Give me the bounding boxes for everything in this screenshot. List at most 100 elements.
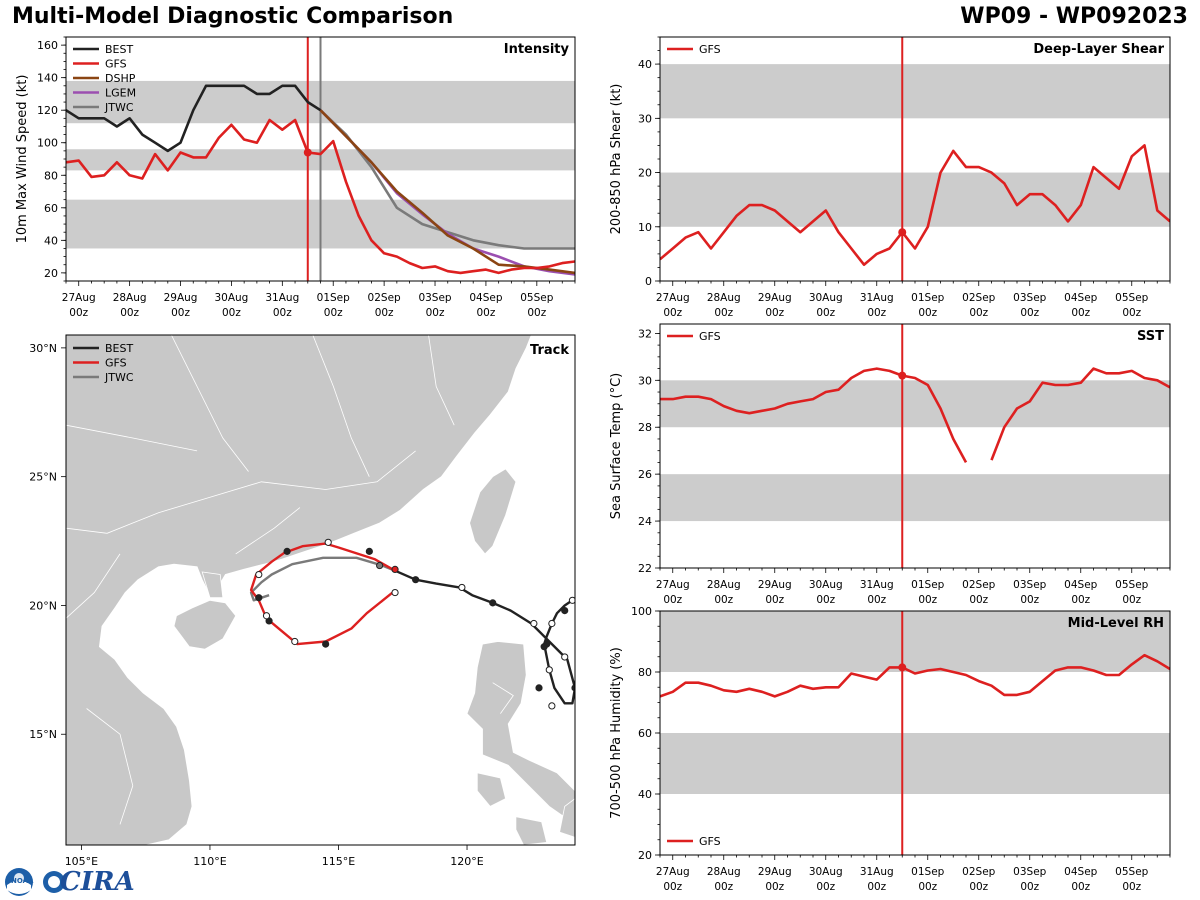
lon-tick-label: 120°E xyxy=(450,855,483,868)
x-tick-label: 00z xyxy=(1122,881,1141,893)
cira-logo-text: CIRA xyxy=(60,867,135,897)
taiwan-island xyxy=(469,468,517,555)
noaa-emblem-icon xyxy=(5,868,65,896)
plot-frame xyxy=(65,36,576,282)
gfs-current-marker xyxy=(898,663,907,672)
x-tick-label: 28Aug xyxy=(707,292,741,304)
x-tick-label: 27Aug xyxy=(656,866,690,878)
x-tick-label: 30Aug xyxy=(809,292,843,304)
grey-band xyxy=(660,474,1170,522)
x-tick-label: 30Aug xyxy=(809,866,843,878)
x-tick-label: 04Sep xyxy=(1064,292,1097,304)
x-tick-label: 31Aug xyxy=(860,292,894,304)
x-tick-label: 00z xyxy=(426,307,445,319)
y-tick-label: 80 xyxy=(44,169,58,182)
x-tick-label: 00z xyxy=(816,307,835,319)
x-tick-label: 00z xyxy=(476,307,495,319)
lon-tick-label: 110°E xyxy=(193,855,226,868)
track-gfs-marker xyxy=(324,538,332,546)
plot-frame xyxy=(659,36,1171,282)
y-tick-label: 40 xyxy=(638,788,652,801)
panel-intensity: 20 40 60 80 100 120 140 160 27Aug 00z 28Aug 00z 29Au… xyxy=(15,36,576,319)
track-gfs-marker xyxy=(255,570,263,579)
gfs-current-marker xyxy=(898,228,907,237)
x-tick-label: 00z xyxy=(765,881,784,893)
plot-frame xyxy=(659,610,1171,856)
province-border xyxy=(86,708,134,825)
x-tick-label: 02Sep xyxy=(962,292,995,304)
x-tick-label: 00z xyxy=(867,307,886,319)
panay-island xyxy=(515,816,548,845)
x-tick-label: 04Sep xyxy=(1064,866,1097,878)
cira-logo: CIRA NOAA xyxy=(4,866,135,898)
x-tick-label: 31Aug xyxy=(265,292,299,304)
y-tick-label: 20 xyxy=(638,849,652,862)
noaa-emblem-text: NOAA xyxy=(11,877,34,885)
grey-band xyxy=(660,64,1170,119)
y-tick-label: 60 xyxy=(638,727,652,740)
panel-title: Mid-Level RH xyxy=(1068,616,1164,631)
track-best-marker xyxy=(458,583,466,592)
x-tick-label: 00z xyxy=(714,594,733,606)
gfs-current-marker xyxy=(303,148,312,157)
province-border xyxy=(171,335,249,472)
x-tick-label: 30Aug xyxy=(809,579,843,591)
y-tick-label: 26 xyxy=(638,468,652,481)
x-tick-label: 02Sep xyxy=(368,292,401,304)
y-tick-label: 10 xyxy=(638,221,652,234)
legend-label: GFS xyxy=(105,58,127,71)
x-tick-label: 00z xyxy=(273,307,292,319)
y-axis-label: 200-850 hPa Shear (kt) xyxy=(609,84,624,235)
x-tick-label: 00z xyxy=(663,881,682,893)
series-lgem-line xyxy=(319,109,575,276)
x-tick-label: 28Aug xyxy=(707,579,741,591)
y-tick-label: 30 xyxy=(638,112,652,125)
y-tick-label: 40 xyxy=(638,58,652,71)
x-tick-label: 04Sep xyxy=(1064,579,1097,591)
panel-track: 105°E 110°E 115°E 120°E 15°N 20°N 25°N 30°N Trac… xyxy=(29,334,576,868)
y-tick-label: 100 xyxy=(631,605,652,618)
legend-label: BEST xyxy=(105,43,133,56)
series-gfs-line xyxy=(990,367,1170,461)
track-jtwc-marker xyxy=(376,561,384,570)
x-tick-label: 02Sep xyxy=(962,866,995,878)
lat-tick-label: 15°N xyxy=(29,728,57,741)
track-best-marker xyxy=(561,607,569,615)
x-tick-label: 03Sep xyxy=(418,292,451,304)
x-tick-label: 28Aug xyxy=(113,292,147,304)
x-tick-label: 00z xyxy=(867,594,886,606)
x-tick-label: 02Sep xyxy=(962,579,995,591)
province-border xyxy=(492,682,514,714)
y-tick-label: 160 xyxy=(37,39,58,52)
x-tick-label: 00z xyxy=(816,594,835,606)
x-tick-label: 03Sep xyxy=(1013,866,1046,878)
y-tick-label: 22 xyxy=(638,562,652,575)
x-tick-label: 00z xyxy=(1071,307,1090,319)
y-axis-label: 10m Max Wind Speed (kt) xyxy=(15,75,30,244)
x-tick-label: 01Sep xyxy=(911,292,944,304)
province-border xyxy=(66,424,198,452)
x-tick-label: 00z xyxy=(1020,594,1039,606)
x-tick-label: 27Aug xyxy=(656,579,690,591)
panel-title: Track xyxy=(530,343,569,358)
y-tick-label: 20 xyxy=(638,167,652,180)
x-tick-label: 29Aug xyxy=(164,292,198,304)
y-axis-label: 700-500 hPa Humidity (%) xyxy=(609,647,624,819)
track-best-marker xyxy=(548,619,556,628)
y-tick-label: 0 xyxy=(645,275,652,288)
x-tick-label: 00z xyxy=(1071,881,1090,893)
x-tick-label: 00z xyxy=(222,307,241,319)
leizhou-peninsula xyxy=(201,571,224,599)
track-best-marker xyxy=(561,653,569,661)
x-tick-label: 00z xyxy=(324,307,343,319)
track-best-marker xyxy=(489,599,497,607)
legend-label: BEST xyxy=(105,342,133,355)
x-tick-label: 29Aug xyxy=(758,579,792,591)
grey-band xyxy=(660,380,1170,428)
track-gfs-marker xyxy=(322,640,330,648)
track-best-marker xyxy=(548,702,556,710)
legend-label: GFS xyxy=(105,357,127,370)
x-tick-label: 01Sep xyxy=(317,292,350,304)
panel-rh: 20 40 60 80 100 27Aug 00z 28Aug 00z 29Aug 00z 30Aug… xyxy=(609,605,1171,893)
x-tick-label: 00z xyxy=(1122,307,1141,319)
